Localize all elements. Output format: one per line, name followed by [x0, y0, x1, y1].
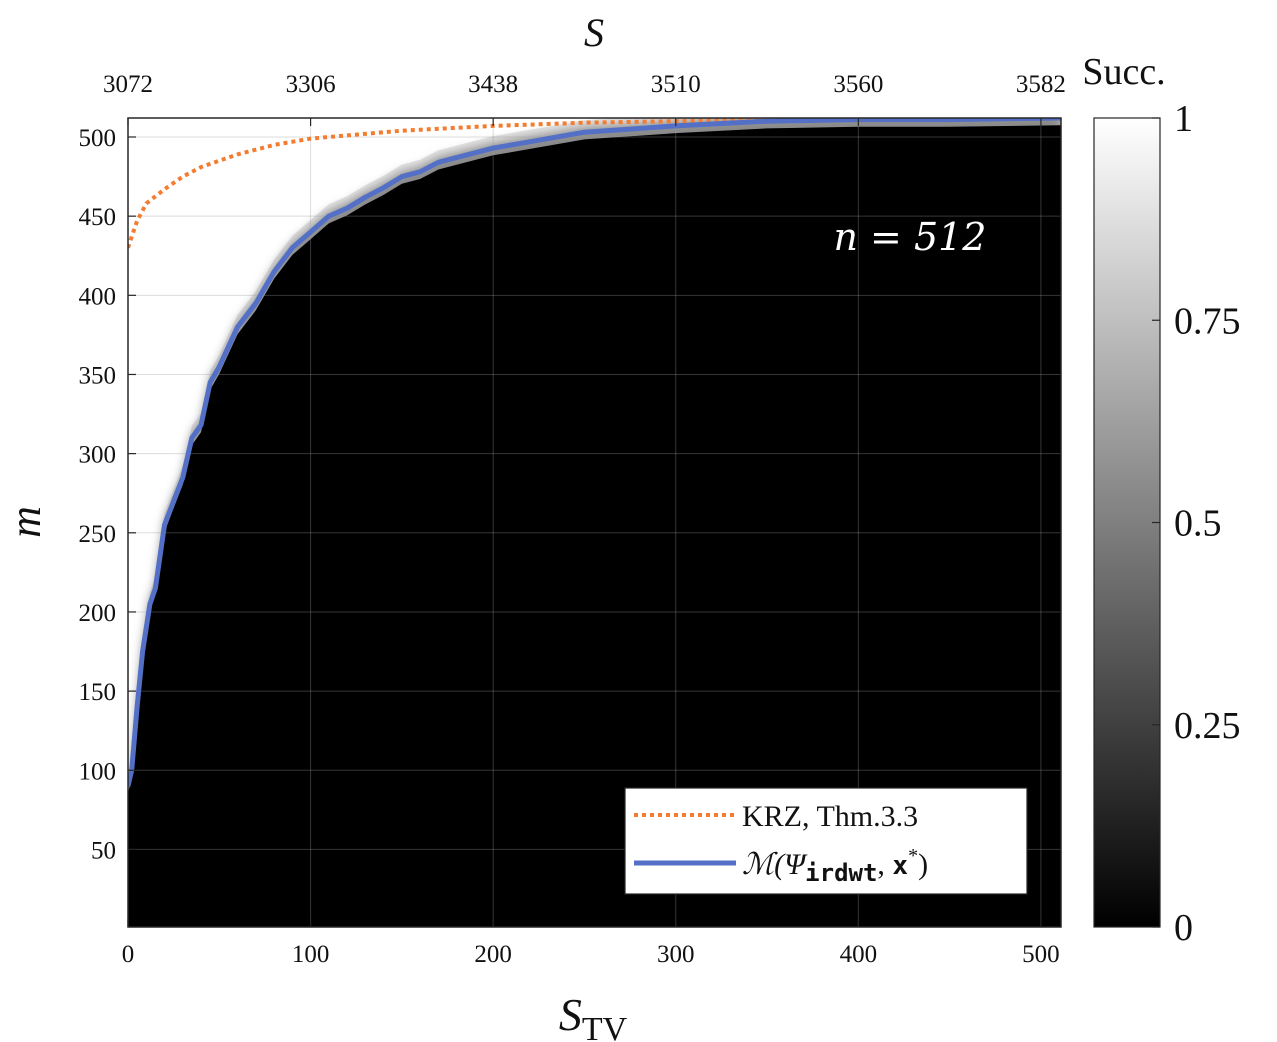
top-axis-title: S — [584, 10, 604, 55]
x-tick-label: 100 — [292, 941, 330, 968]
heatmap-failure-region — [128, 125, 1061, 927]
colorbar-tick-label: 0.25 — [1174, 705, 1241, 747]
legend-label-irdwt: ℳ(Ψirdwt, x*) — [742, 845, 928, 887]
plot-frame — [127, 117, 1062, 928]
y-tick-label: 450 — [79, 204, 117, 231]
y-tick-label: 500 — [79, 125, 117, 152]
y-tick-label: 250 — [79, 521, 117, 548]
colorbar-tick-label: 1 — [1174, 98, 1193, 140]
colorbar: Succ. 0 0.25 0.5 0.75 1 — [1082, 51, 1240, 949]
legend-label-krz: KRZ, Thm.3.3 — [742, 800, 918, 833]
x-tick-label: 400 — [840, 941, 878, 968]
colorbar-tick-label: 0 — [1174, 907, 1193, 949]
annotation-n: n = 512 — [833, 215, 986, 259]
colorbar-title: Succ. — [1082, 51, 1165, 93]
y-tick-label: 150 — [79, 679, 117, 706]
top-tick-label: 3510 — [651, 71, 701, 98]
top-tick-label: 3072 — [103, 71, 153, 98]
colorbar-gradient — [1093, 117, 1161, 928]
x-tick-label: 200 — [474, 941, 512, 968]
y-axis-title: m — [1, 506, 50, 538]
top-tick-label: 3560 — [833, 71, 883, 98]
legend: KRZ, Thm.3.3 ℳ(Ψirdwt, x*) — [624, 787, 1028, 895]
legend-box — [624, 787, 1028, 895]
axes-ticks: 0 100 200 300 400 500 50 100 150 200 250 300 350 400 4… — [79, 71, 1066, 968]
x-tick-label: 300 — [657, 941, 695, 968]
top-tick-label: 3438 — [468, 71, 518, 98]
y-tick-label: 100 — [79, 758, 117, 785]
y-tick-label: 50 — [91, 837, 116, 864]
x-tick-label: 0 — [122, 941, 135, 968]
top-tick-label: 3582 — [1016, 71, 1066, 98]
top-tick-label: 3306 — [286, 71, 336, 98]
y-tick-label: 200 — [79, 600, 117, 627]
series-line-krz — [128, 118, 1061, 249]
series — [128, 118, 1061, 787]
x-tick-label: 500 — [1022, 941, 1060, 968]
x-axis-title: STV — [559, 989, 628, 1042]
y-tick-label: 300 — [79, 442, 117, 469]
colorbar-ticks: 0 0.25 0.5 0.75 1 — [1152, 98, 1241, 949]
heatmap — [128, 118, 1061, 927]
y-tick-label: 400 — [79, 283, 117, 310]
colorbar-tick-label: 0.75 — [1174, 300, 1241, 342]
y-tick-label: 350 — [79, 362, 117, 389]
series-line-irdwt — [128, 118, 1061, 787]
colorbar-tick-label: 0.5 — [1174, 503, 1222, 545]
